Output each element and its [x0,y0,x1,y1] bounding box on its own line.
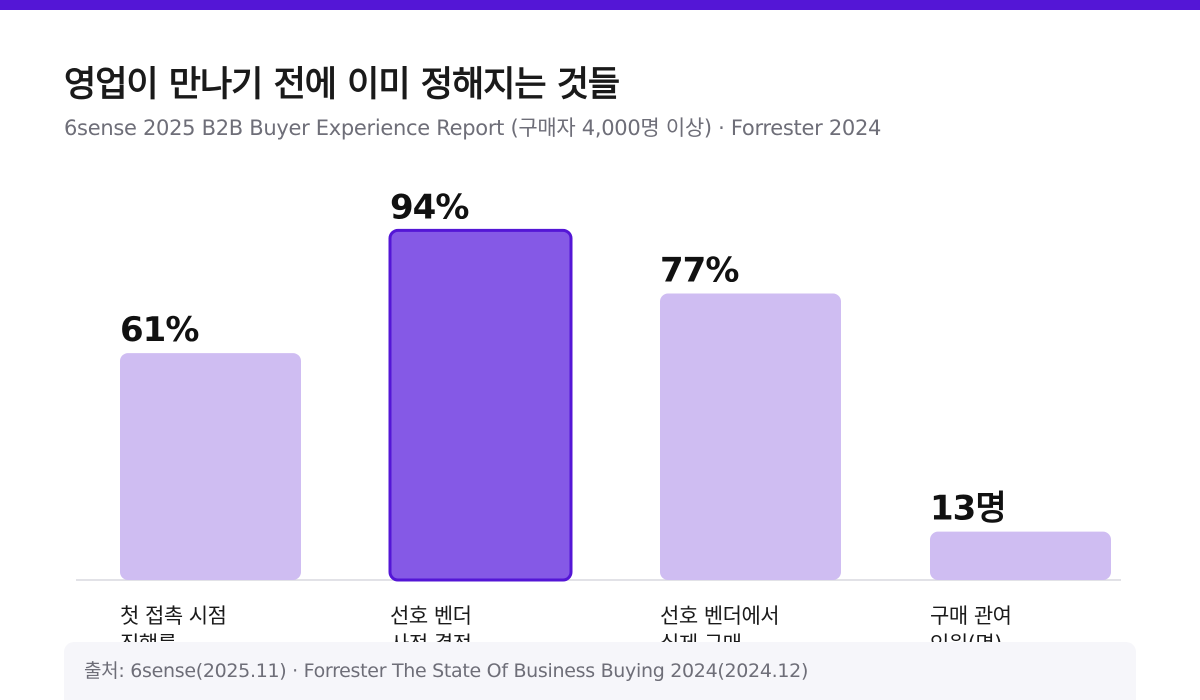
source-text: 출처: 6sense(2025.11) · Forrester The Stat… [84,660,809,682]
category-label-line: 선호 벤더 [390,604,472,628]
source-box: 출처: 6sense(2025.11) · Forrester The Stat… [64,642,1136,700]
accent-top-bar [0,0,1200,10]
value-label-1: 61% [120,310,198,350]
page-subtitle: 6sense 2025 B2B Buyer Experience Report … [64,116,882,140]
value-label-2: 94% [390,187,468,227]
bar-3 [660,293,841,580]
value-label-4: 13명 [930,489,1006,529]
bar-1 [120,353,301,580]
category-label-line: 선호 벤더에서 [660,604,780,628]
bar-chart: 61% 94% 77% 13명 [76,187,1121,582]
bar-4 [930,531,1111,580]
page-title: 영업이 만나기 전에 이미 정해지는 것들 [64,65,620,105]
bar-2 [388,228,573,582]
value-label-3: 77% [660,251,738,291]
category-label-line: 구매 관여 [930,604,1012,628]
category-label-line: 첫 접촉 시점 [120,604,227,628]
